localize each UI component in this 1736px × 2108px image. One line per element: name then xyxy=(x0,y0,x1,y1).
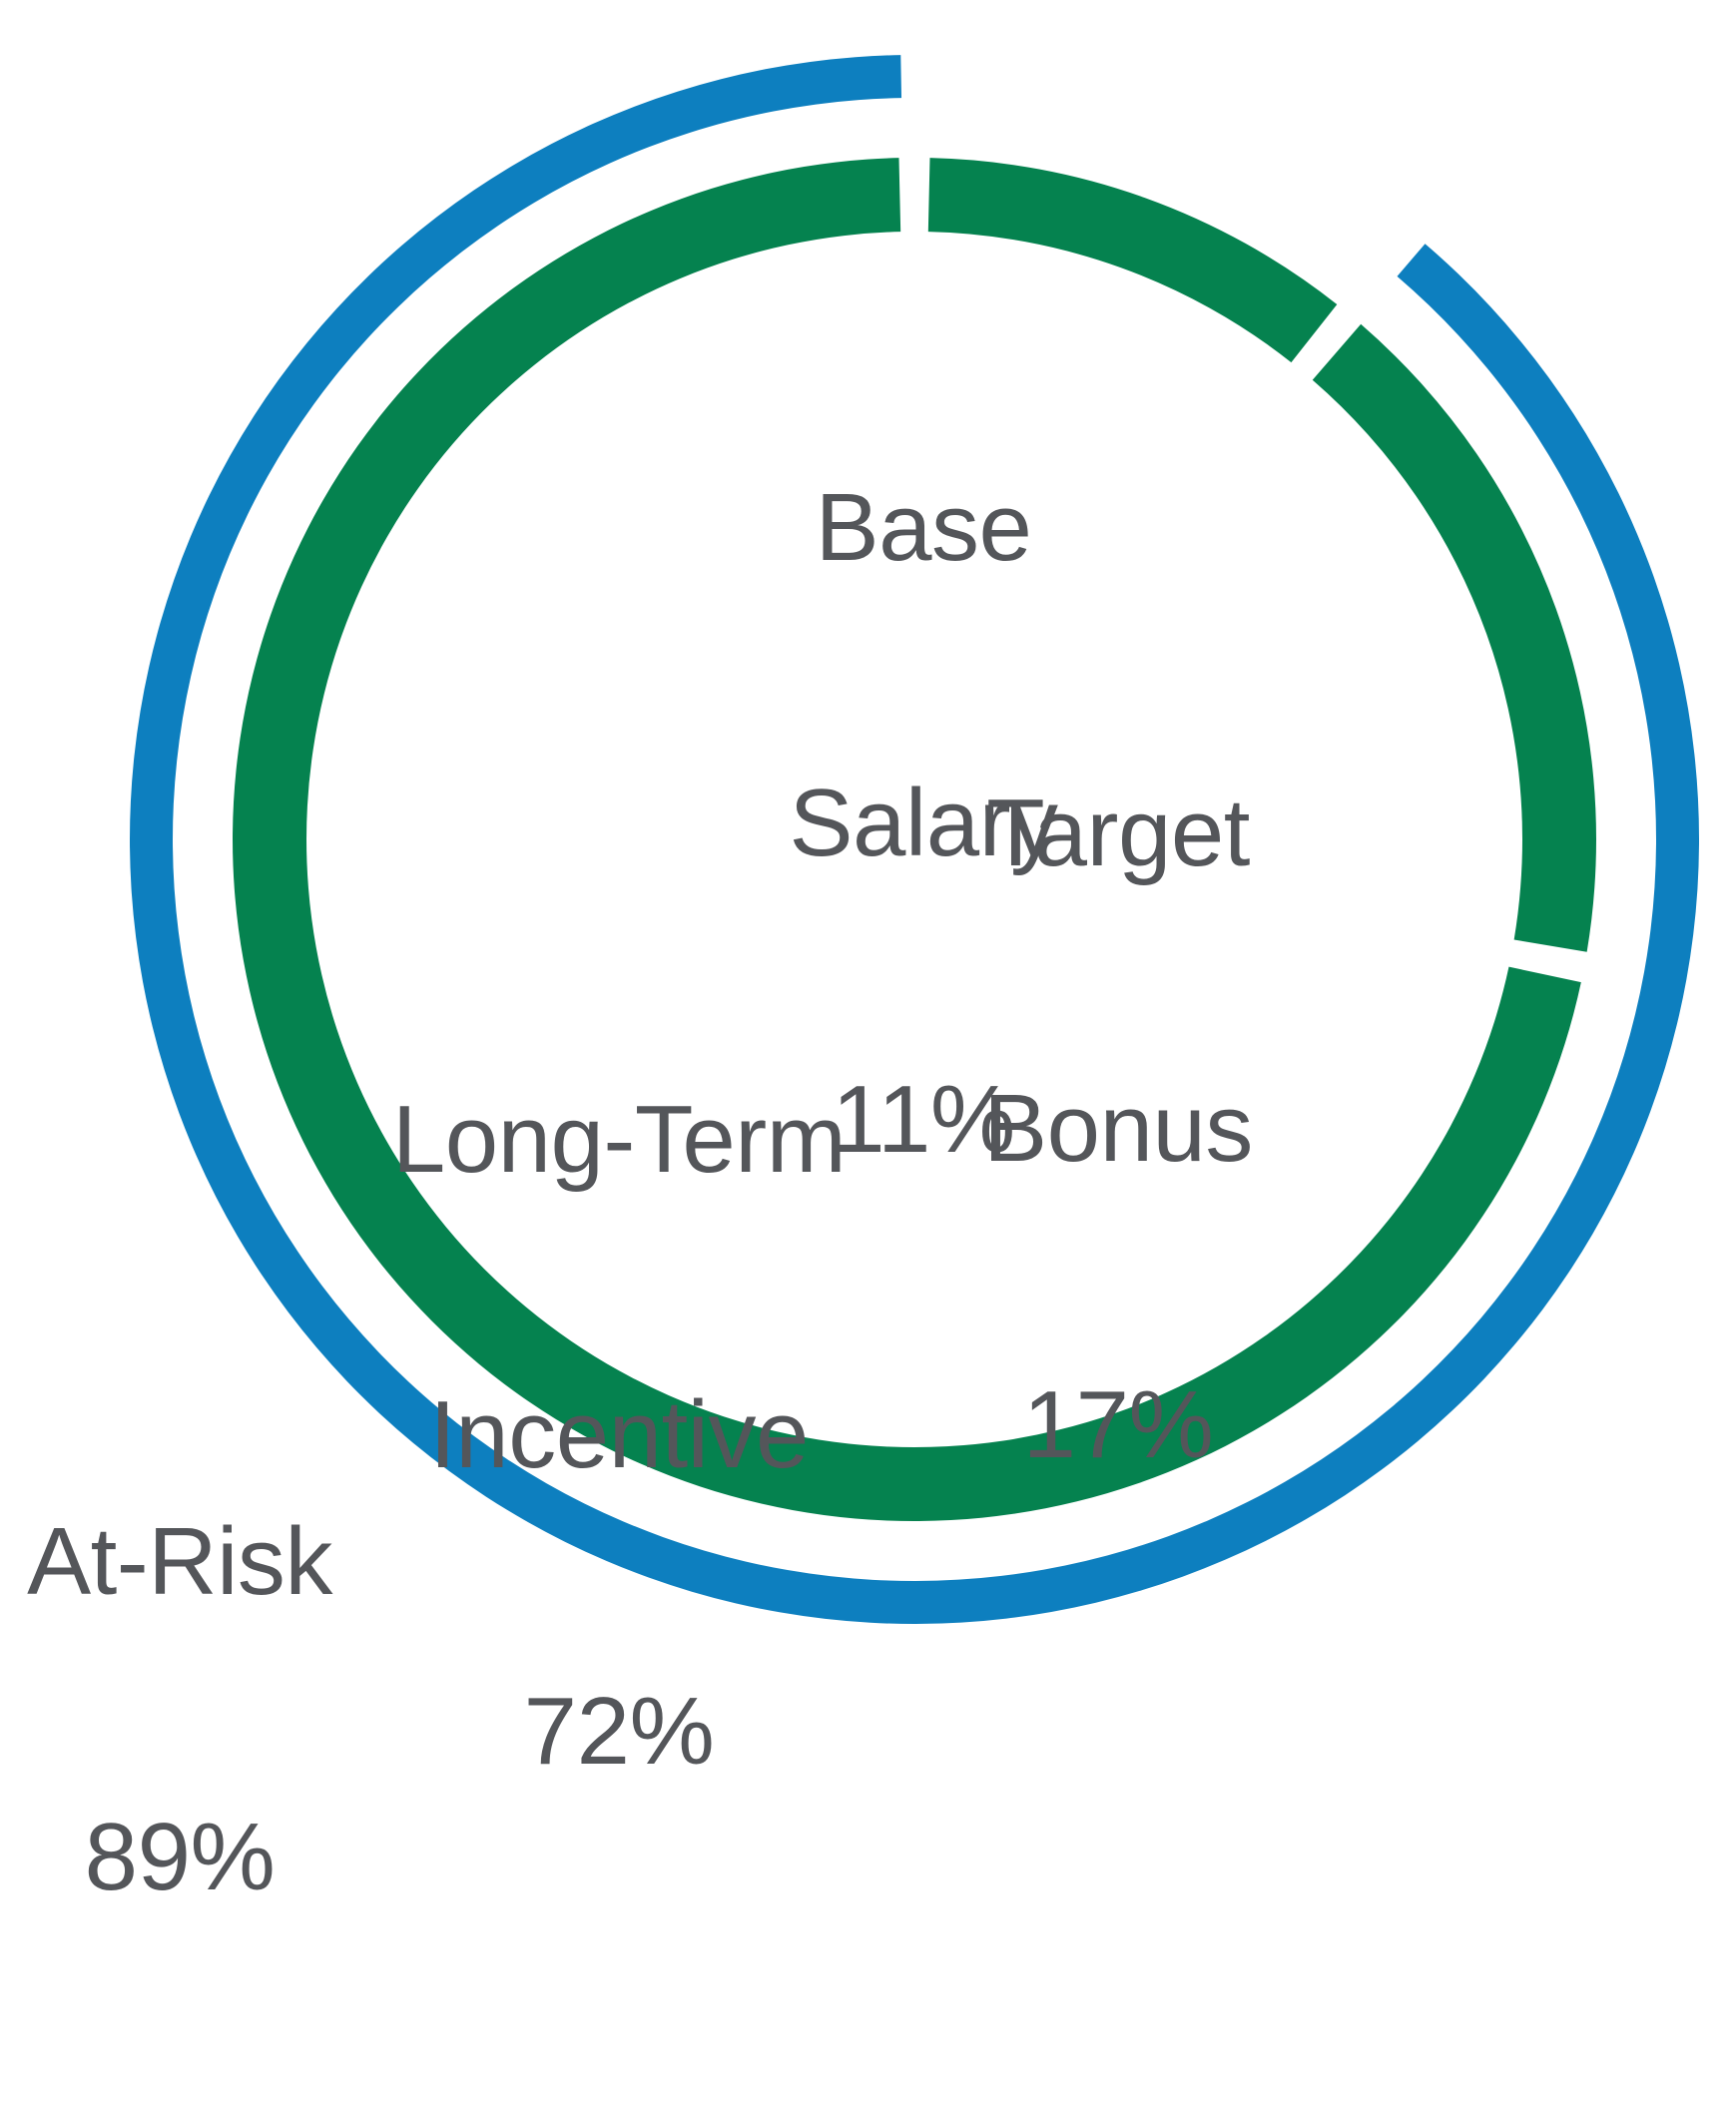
label-at-risk: At-Risk 89% xyxy=(10,1316,349,2105)
label-at-risk-value: 89% xyxy=(84,1804,276,1911)
label-target-bonus-line2: Bonus xyxy=(983,1075,1253,1183)
label-target-bonus: Target Bonus 17% xyxy=(918,587,1318,1673)
arc-segment-target-bonus[interactable] xyxy=(1312,323,1596,952)
label-long-term-incentive-line2: Incentive xyxy=(429,1381,809,1489)
label-long-term-incentive-line1: Long-Term xyxy=(391,1085,847,1193)
label-base-salary: Base Salary 11% xyxy=(734,281,1113,1367)
label-base-salary-line2: Salary xyxy=(789,770,1058,877)
arc-segment-base-salary[interactable] xyxy=(927,158,1338,363)
inner-ring-group xyxy=(233,158,1596,1522)
label-long-term-incentive: Long-Term Incentive 72% xyxy=(299,893,938,1979)
label-base-salary-value: 11% xyxy=(832,1066,1015,1173)
label-target-bonus-line1: Target xyxy=(986,779,1250,886)
label-target-bonus-value: 17% xyxy=(1022,1371,1214,1478)
label-long-term-incentive-value: 72% xyxy=(523,1678,715,1785)
pay-mix-donut-chart: Base Salary 11% Target Bonus 17% Long-Te… xyxy=(27,55,1700,1907)
label-at-risk-line1: At-Risk xyxy=(27,1507,332,1615)
label-base-salary-line1: Base xyxy=(815,473,1032,581)
donut-chart-graphic xyxy=(130,55,1700,1625)
